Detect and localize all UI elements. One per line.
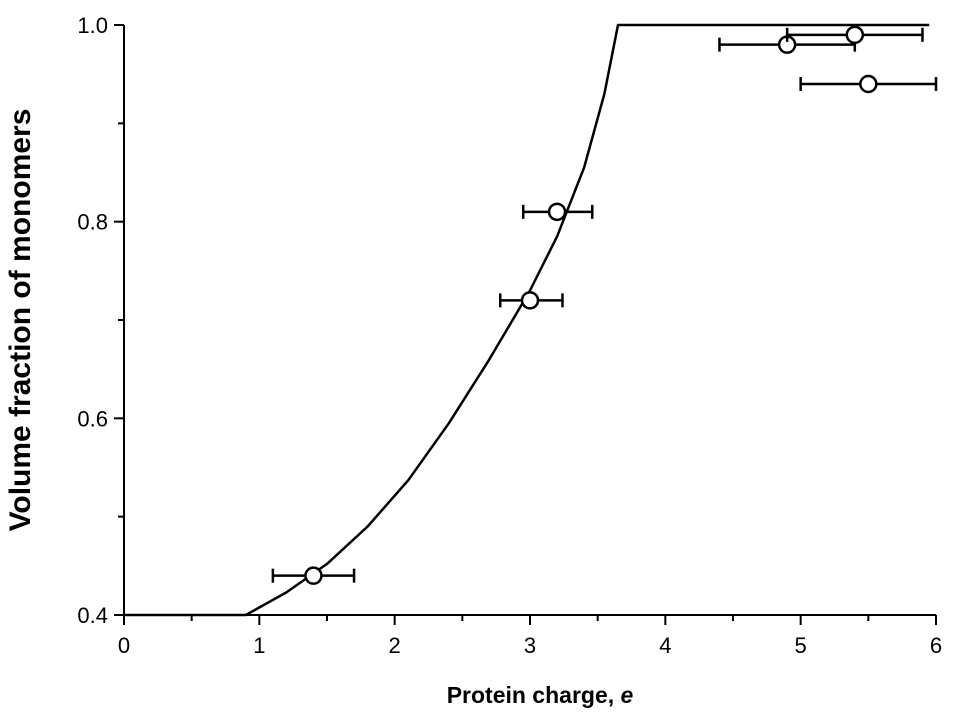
data-marker	[304, 566, 323, 585]
x-tick-label: 1	[253, 633, 265, 658]
data-point	[498, 291, 564, 310]
x-tick-label: 5	[795, 633, 807, 658]
x-tick-label: 0	[118, 633, 130, 658]
data-marker	[859, 74, 878, 94]
y-tick-label: 0.8	[77, 210, 108, 235]
y-tick-label: 0.6	[77, 406, 108, 431]
model-curve	[124, 23, 930, 617]
y-tick-label: 1.0	[77, 13, 108, 38]
x-tick-label: 3	[524, 633, 536, 658]
plot-area	[124, 23, 938, 617]
y-tick-label: 0.4	[77, 603, 108, 628]
data-marker	[845, 25, 865, 45]
axes	[123, 25, 936, 616]
tick-labels: 0 1 2 3 4 5 6 0.4 0.6 0.8 1.0	[77, 13, 942, 658]
data-point	[271, 566, 356, 585]
data-marker	[520, 291, 540, 310]
data-point	[521, 202, 594, 222]
x-tick-label: 2	[389, 633, 401, 658]
ticks	[114, 24, 937, 625]
data-point	[799, 74, 938, 94]
x-tick-label: 6	[930, 633, 942, 658]
x-tick-label: 4	[659, 633, 671, 658]
y-axis-label: Volume fraction of monomers	[4, 109, 37, 532]
data-marker	[547, 202, 567, 222]
data-point	[785, 25, 924, 45]
x-axis-label: Protein charge, e	[447, 682, 634, 708]
